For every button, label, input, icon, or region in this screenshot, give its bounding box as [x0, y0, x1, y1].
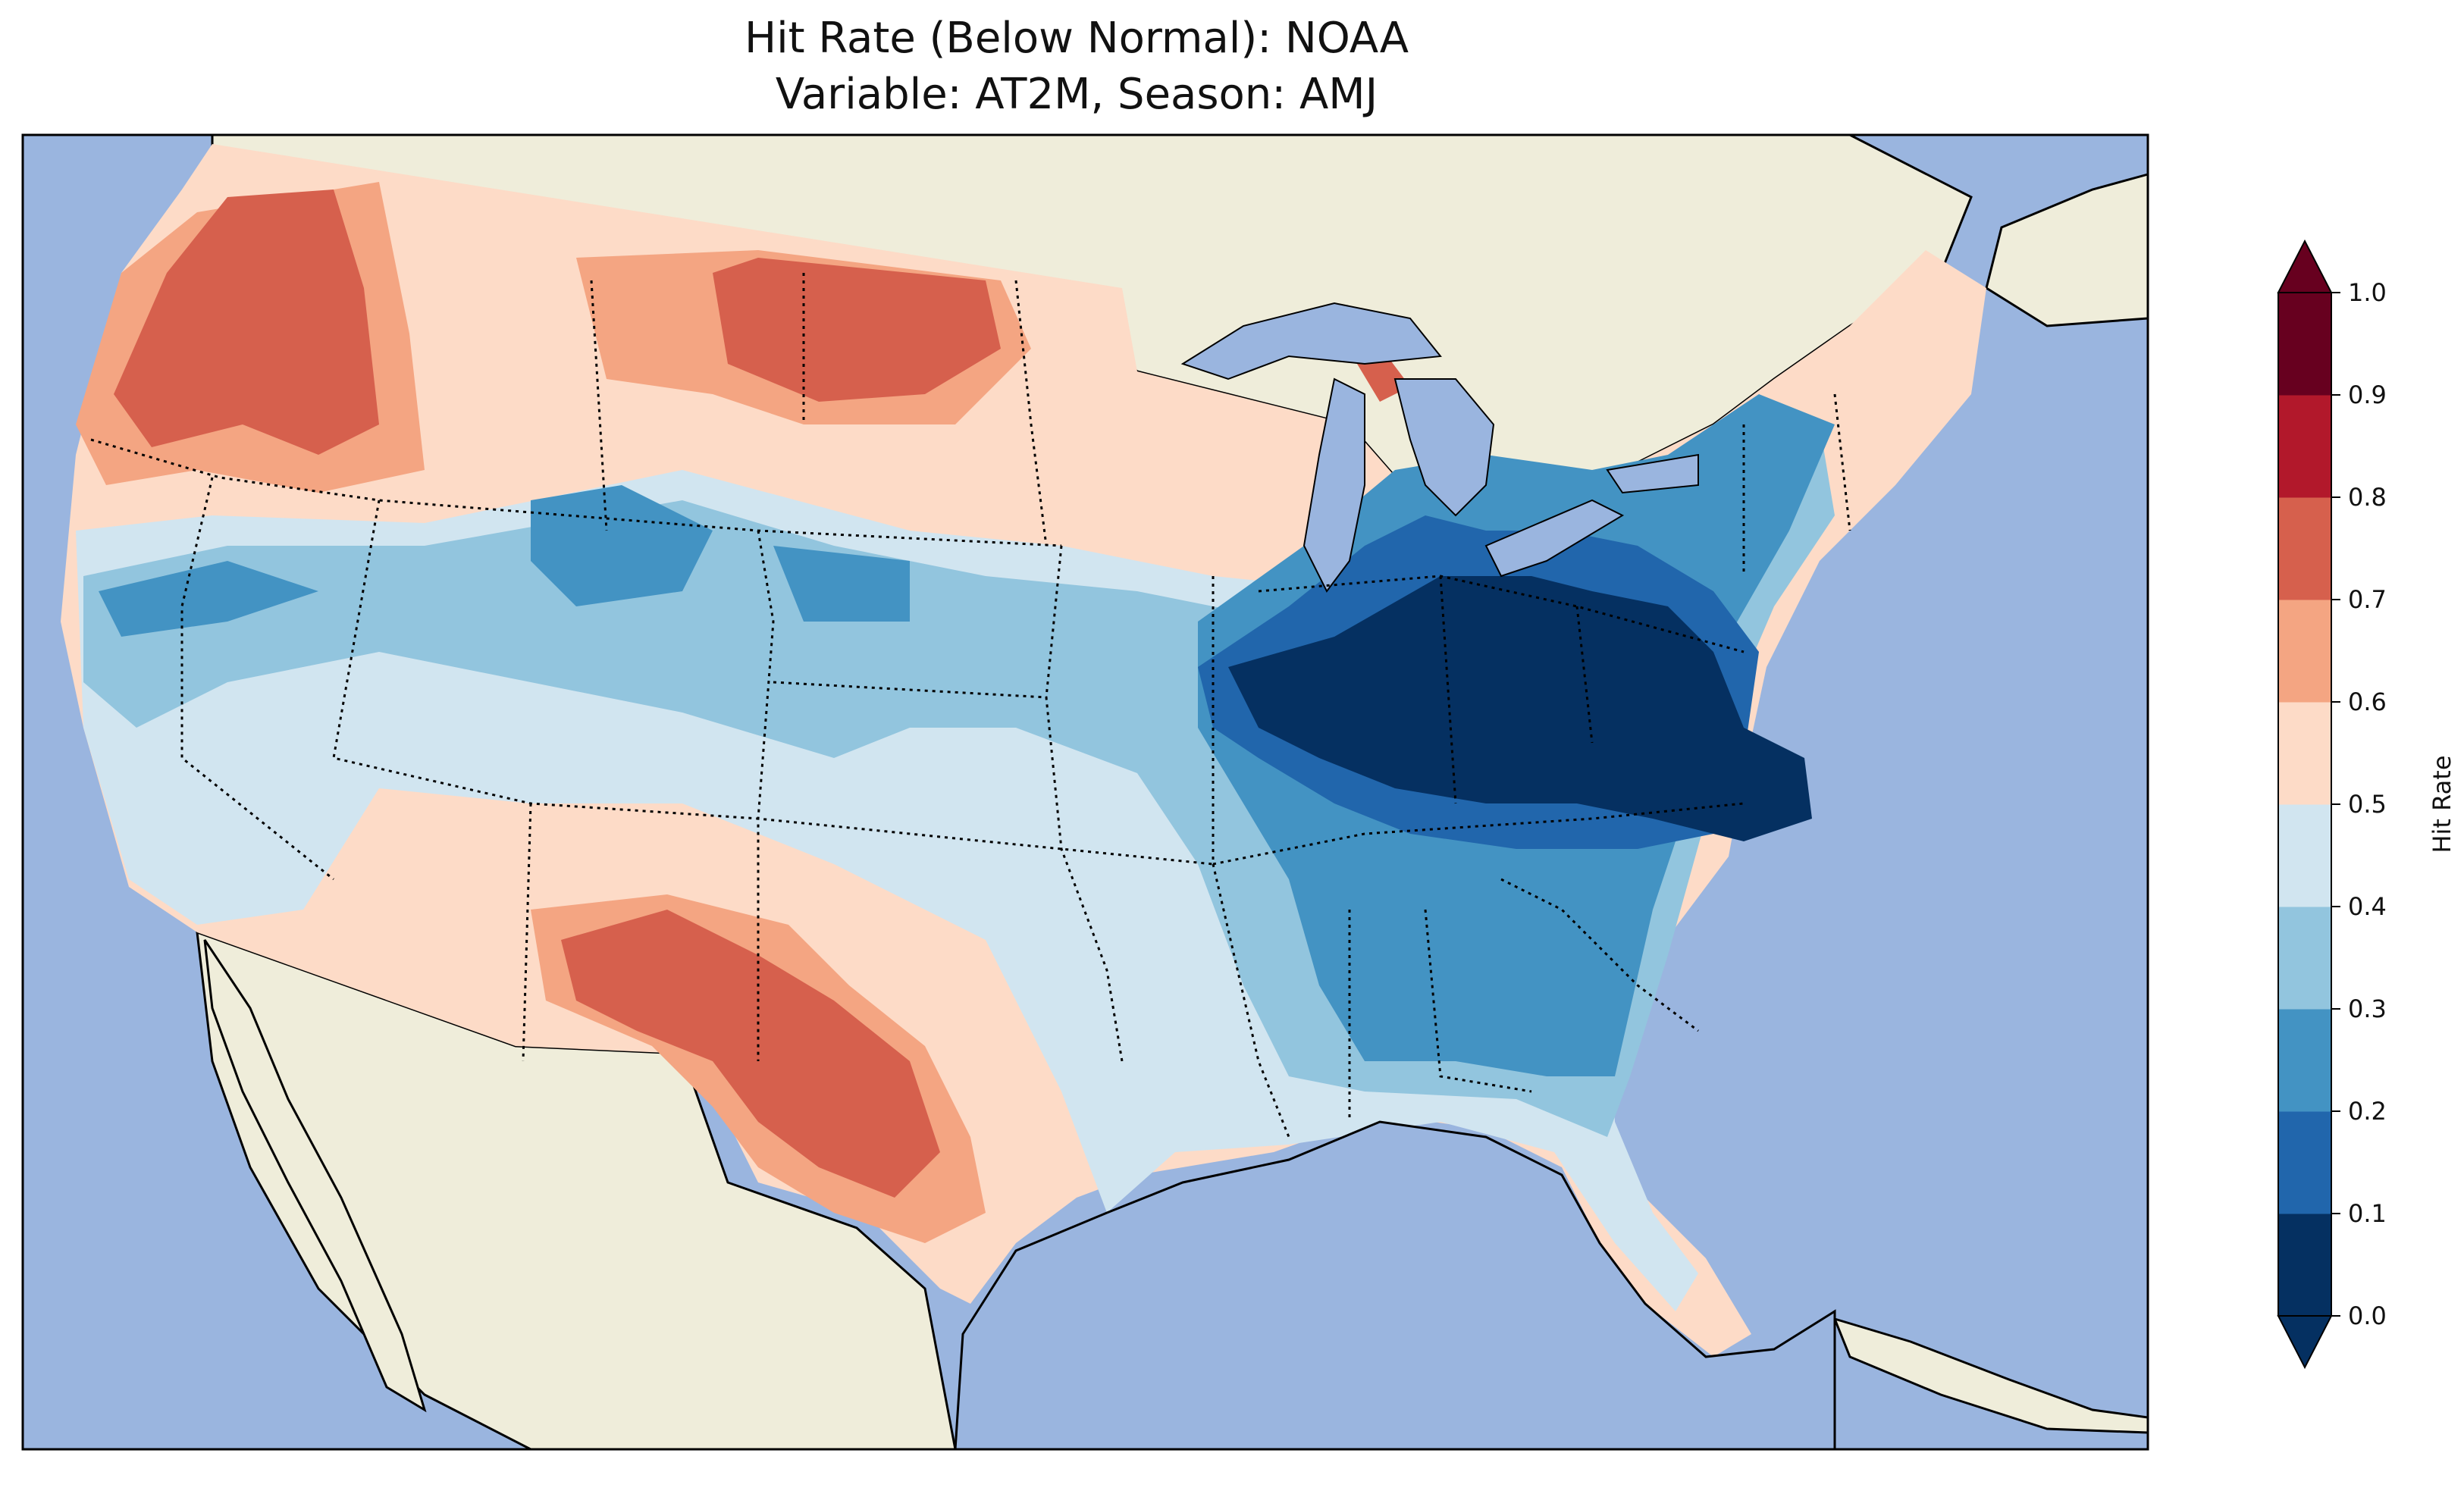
gulf-of-mexico [954, 1120, 1836, 1449]
colorbar-segment [2278, 702, 2331, 805]
colorbar-segment [2278, 293, 2331, 396]
cuba-land [1832, 1317, 2148, 1434]
map-frame [21, 133, 2149, 1451]
colorbar-tick-label: 1.0 [2348, 278, 2387, 307]
lake-huron [1393, 378, 1495, 517]
lake-michigan [1303, 377, 1365, 593]
state-borders [90, 273, 1851, 1138]
baja-peninsula [203, 939, 427, 1413]
colorbar-tick-label: 0.2 [2348, 1097, 2387, 1126]
colorbar-segment [2278, 804, 2331, 907]
colorbar-segment [2278, 907, 2331, 1010]
colorbar-segment [2278, 497, 2331, 600]
colorbar-extend-max [2277, 239, 2333, 293]
us-heatmap [61, 144, 1986, 1357]
colorbar-extend-min [2277, 1315, 2333, 1370]
colorbar-tick-label: 0.5 [2348, 790, 2387, 819]
colorbar-segment [2278, 1111, 2331, 1214]
region-0.7-0.8 [114, 189, 1410, 1198]
colorbar-segment [2278, 1214, 2331, 1317]
great-lakes [1180, 302, 1699, 593]
colorbar-tick-label: 0.0 [2348, 1301, 2387, 1330]
colorbar-segments [2278, 293, 2331, 1317]
colorbar-segment [2278, 1009, 2331, 1112]
colorbar-segment [2278, 600, 2331, 703]
colorbar-label: Hit Rate [2428, 755, 2456, 853]
lake-ontario [1606, 453, 1699, 494]
colorbar-tick-label: 0.4 [2348, 892, 2387, 921]
colorbar-tick-label: 0.7 [2348, 585, 2387, 614]
colorbar-ticks: 0.0 0.1 0.2 0.3 0.4 0.5 0.6 0.7 0.8 0.9 1.0 [2331, 278, 2387, 1330]
colorbar-tick-label: 0.6 [2348, 687, 2387, 716]
colorbar-tick-label: 0.8 [2348, 483, 2387, 512]
colorbar-tick-label: 0.1 [2348, 1199, 2387, 1228]
colorbar-tick-label: 0.3 [2348, 994, 2387, 1023]
lake-erie [1484, 499, 1625, 578]
map-title-line-1: Hit Rate (Below Normal): NOAA [744, 14, 1409, 63]
map-title-line-2: Variable: AT2M, Season: AMJ [775, 70, 1378, 119]
colorbar-segment [2278, 395, 2331, 498]
region-0.0-0.1 [1228, 576, 1812, 841]
colorbar-tick-label: 0.9 [2348, 381, 2387, 409]
lake-superior [1180, 302, 1442, 381]
